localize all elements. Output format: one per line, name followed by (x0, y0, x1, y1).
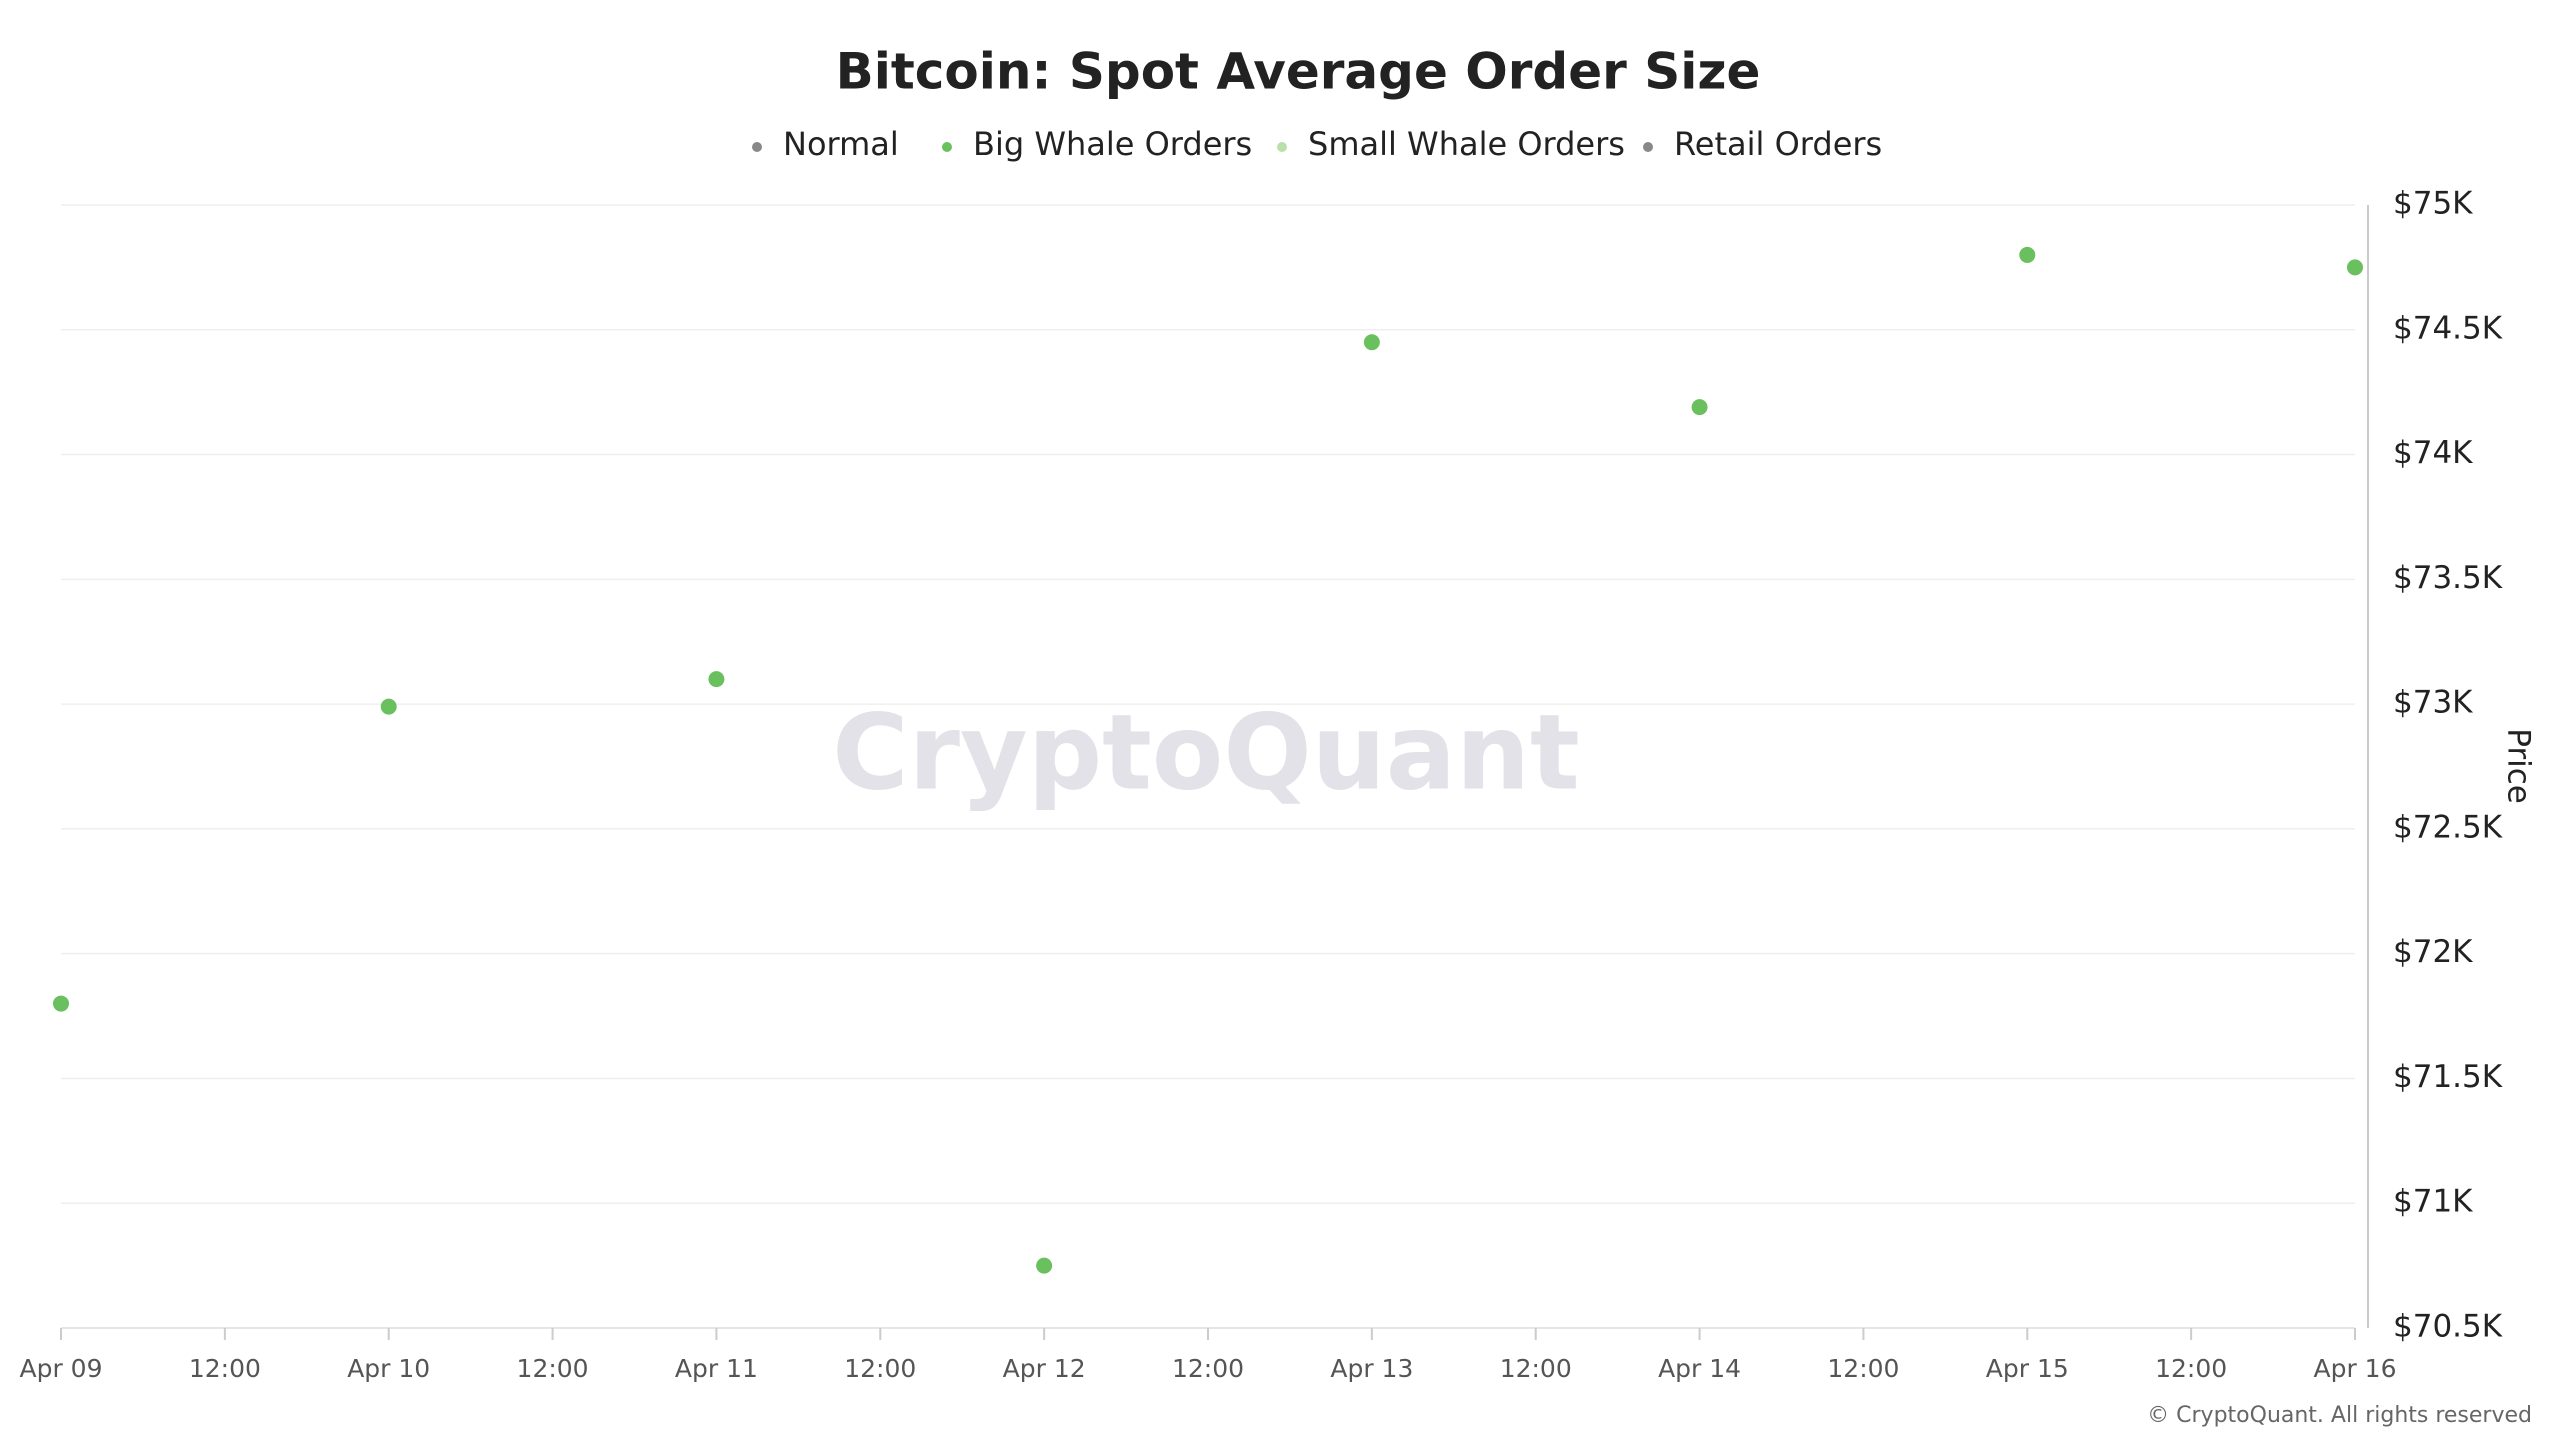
x-tick-label: 12:00 (1827, 1354, 1899, 1383)
x-tick-label: Apr 16 (2313, 1354, 2396, 1383)
legend-marker (752, 142, 762, 152)
data-point (2019, 246, 2036, 263)
chart-title: Bitcoin: Spot Average Order Size (836, 43, 1761, 101)
x-tick-label: 12:00 (844, 1354, 916, 1383)
y-tick-label: $72.5K (2393, 809, 2503, 845)
legend-label: Small Whale Orders (1308, 125, 1625, 163)
x-tick-label: 12:00 (1500, 1354, 1572, 1383)
y-tick-label: $74.5K (2393, 310, 2503, 346)
data-point (2347, 259, 2363, 276)
y-tick-label: $75K (2393, 186, 2473, 222)
legend-marker (1643, 142, 1653, 152)
x-tick-label: 12:00 (189, 1354, 261, 1383)
x-tick-label: 12:00 (1172, 1354, 1244, 1383)
x-tick-label: Apr 15 (1986, 1354, 2069, 1383)
x-tick-label: 12:00 (517, 1354, 589, 1383)
data-point (1036, 1257, 1053, 1274)
data-point (380, 698, 397, 715)
y-tick-label: $72K (2393, 934, 2473, 970)
x-tick-label: 12:00 (2155, 1354, 2227, 1383)
watermark: CryptoQuant (832, 691, 1579, 813)
y-tick-label: $70.5K (2393, 1309, 2503, 1345)
footer: © CryptoQuant. All rights reserved (2147, 1403, 2532, 1428)
data-point (53, 995, 69, 1012)
legend-marker (1277, 142, 1287, 152)
legend-label: Normal (783, 125, 899, 163)
x-tick-label: Apr 12 (1003, 1354, 1086, 1383)
y-tick-label: $74K (2393, 435, 2473, 471)
y-tick-label: $73K (2393, 685, 2473, 721)
x-tick-label: Apr 11 (675, 1354, 758, 1383)
data-point (1363, 334, 1380, 351)
legend-label: Big Whale Orders (973, 125, 1252, 163)
x-tick-label: Apr 10 (347, 1354, 430, 1383)
data-point (708, 671, 725, 688)
x-tick-label: Apr 09 (19, 1354, 102, 1383)
legend-label: Retail Orders (1674, 125, 1882, 163)
y-tick-label: $71.5K (2393, 1059, 2503, 1095)
y-tick-label: $71K (2393, 1184, 2473, 1220)
x-tick-label: Apr 13 (1330, 1354, 1413, 1383)
x-tick-label: Apr 14 (1658, 1354, 1741, 1383)
y-axis-label: Price (2501, 728, 2537, 804)
data-point (1691, 399, 1708, 416)
legend-marker (942, 142, 952, 152)
y-tick-label: $73.5K (2393, 560, 2503, 596)
